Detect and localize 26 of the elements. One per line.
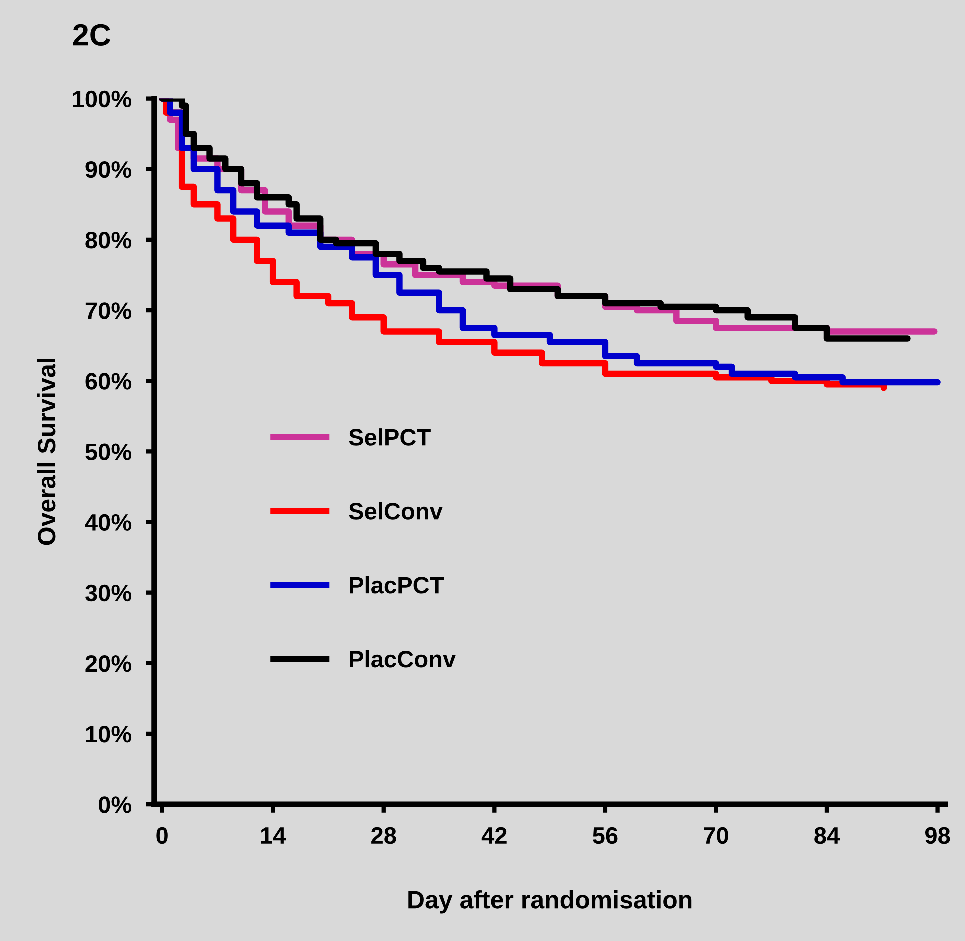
x-tick-label: 56 bbox=[593, 827, 618, 844]
x-tick-label: 14 bbox=[261, 828, 286, 844]
x-tick-label: 70 bbox=[704, 827, 728, 844]
legend-label: PlacPCT bbox=[350, 576, 444, 594]
legend-label: PlacConv bbox=[350, 650, 456, 668]
y-axis-title: Overall Survival bbox=[37, 358, 56, 546]
y-tick-label: 70% bbox=[86, 302, 132, 320]
y-tick-label: 10% bbox=[86, 726, 132, 743]
x-tick-label: 28 bbox=[372, 827, 396, 844]
y-tick-label: 80% bbox=[86, 232, 132, 249]
y-tick-label: 0% bbox=[98, 796, 132, 814]
x-tick-label: 98 bbox=[925, 827, 950, 844]
x-tick-label: 42 bbox=[482, 827, 507, 844]
x-tick-label: 84 bbox=[814, 827, 840, 844]
y-tick-label: 90% bbox=[86, 161, 132, 178]
y-tick-label: 20% bbox=[86, 655, 132, 672]
legend-label: SelPCT bbox=[349, 428, 431, 446]
x-tick-label: 0 bbox=[156, 827, 168, 844]
x-axis-title: Day after randomisation bbox=[408, 890, 692, 914]
y-tick-label: 50% bbox=[86, 444, 132, 460]
legend-label: SelConv bbox=[349, 502, 443, 520]
y-tick-label: 40% bbox=[85, 514, 132, 532]
y-tick-label: 60% bbox=[86, 373, 132, 390]
y-tick-label: 100% bbox=[73, 90, 132, 108]
y-tick-label: 30% bbox=[85, 584, 132, 602]
chart-title: 2C bbox=[73, 24, 111, 46]
